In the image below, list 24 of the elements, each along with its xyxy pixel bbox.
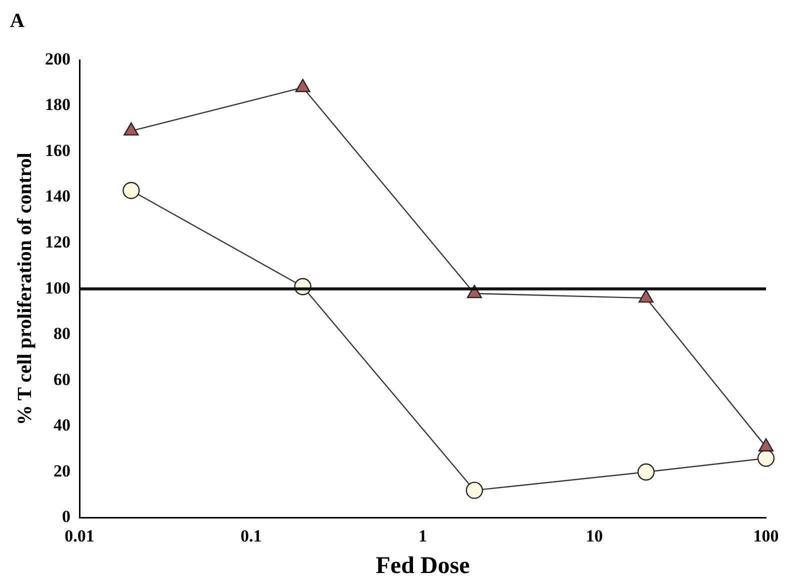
y-tick-label: 200: [45, 49, 70, 68]
y-tick-label: 60: [54, 370, 70, 389]
y-tick-label: 40: [54, 416, 70, 435]
point: [466, 482, 484, 499]
x-tick-label: 0.01: [64, 526, 94, 546]
y-tick-label: 140: [45, 186, 70, 206]
x-tick-label: 1: [418, 526, 427, 546]
y-axis-title: % T cell proliferation of control: [14, 152, 36, 426]
point: [295, 78, 310, 92]
point: [638, 289, 654, 303]
x-axis-title: Fed Dose: [376, 552, 470, 579]
y-tick-label: 20: [54, 461, 70, 480]
x-tick-label: 100: [753, 526, 779, 546]
x-tick-label: 10: [586, 526, 603, 546]
y-tick-label: 120: [45, 232, 70, 252]
chart-title: A: [10, 10, 25, 32]
y-tick-label: 0: [62, 507, 70, 526]
point: [637, 463, 655, 481]
y-tick-label: 100: [45, 278, 70, 298]
y-tick-label: 80: [54, 324, 70, 344]
y-tick-label: 180: [45, 95, 70, 114]
y-tick-label: 160: [45, 140, 70, 160]
x-tick-label: 0.1: [240, 526, 262, 546]
point: [124, 122, 139, 136]
